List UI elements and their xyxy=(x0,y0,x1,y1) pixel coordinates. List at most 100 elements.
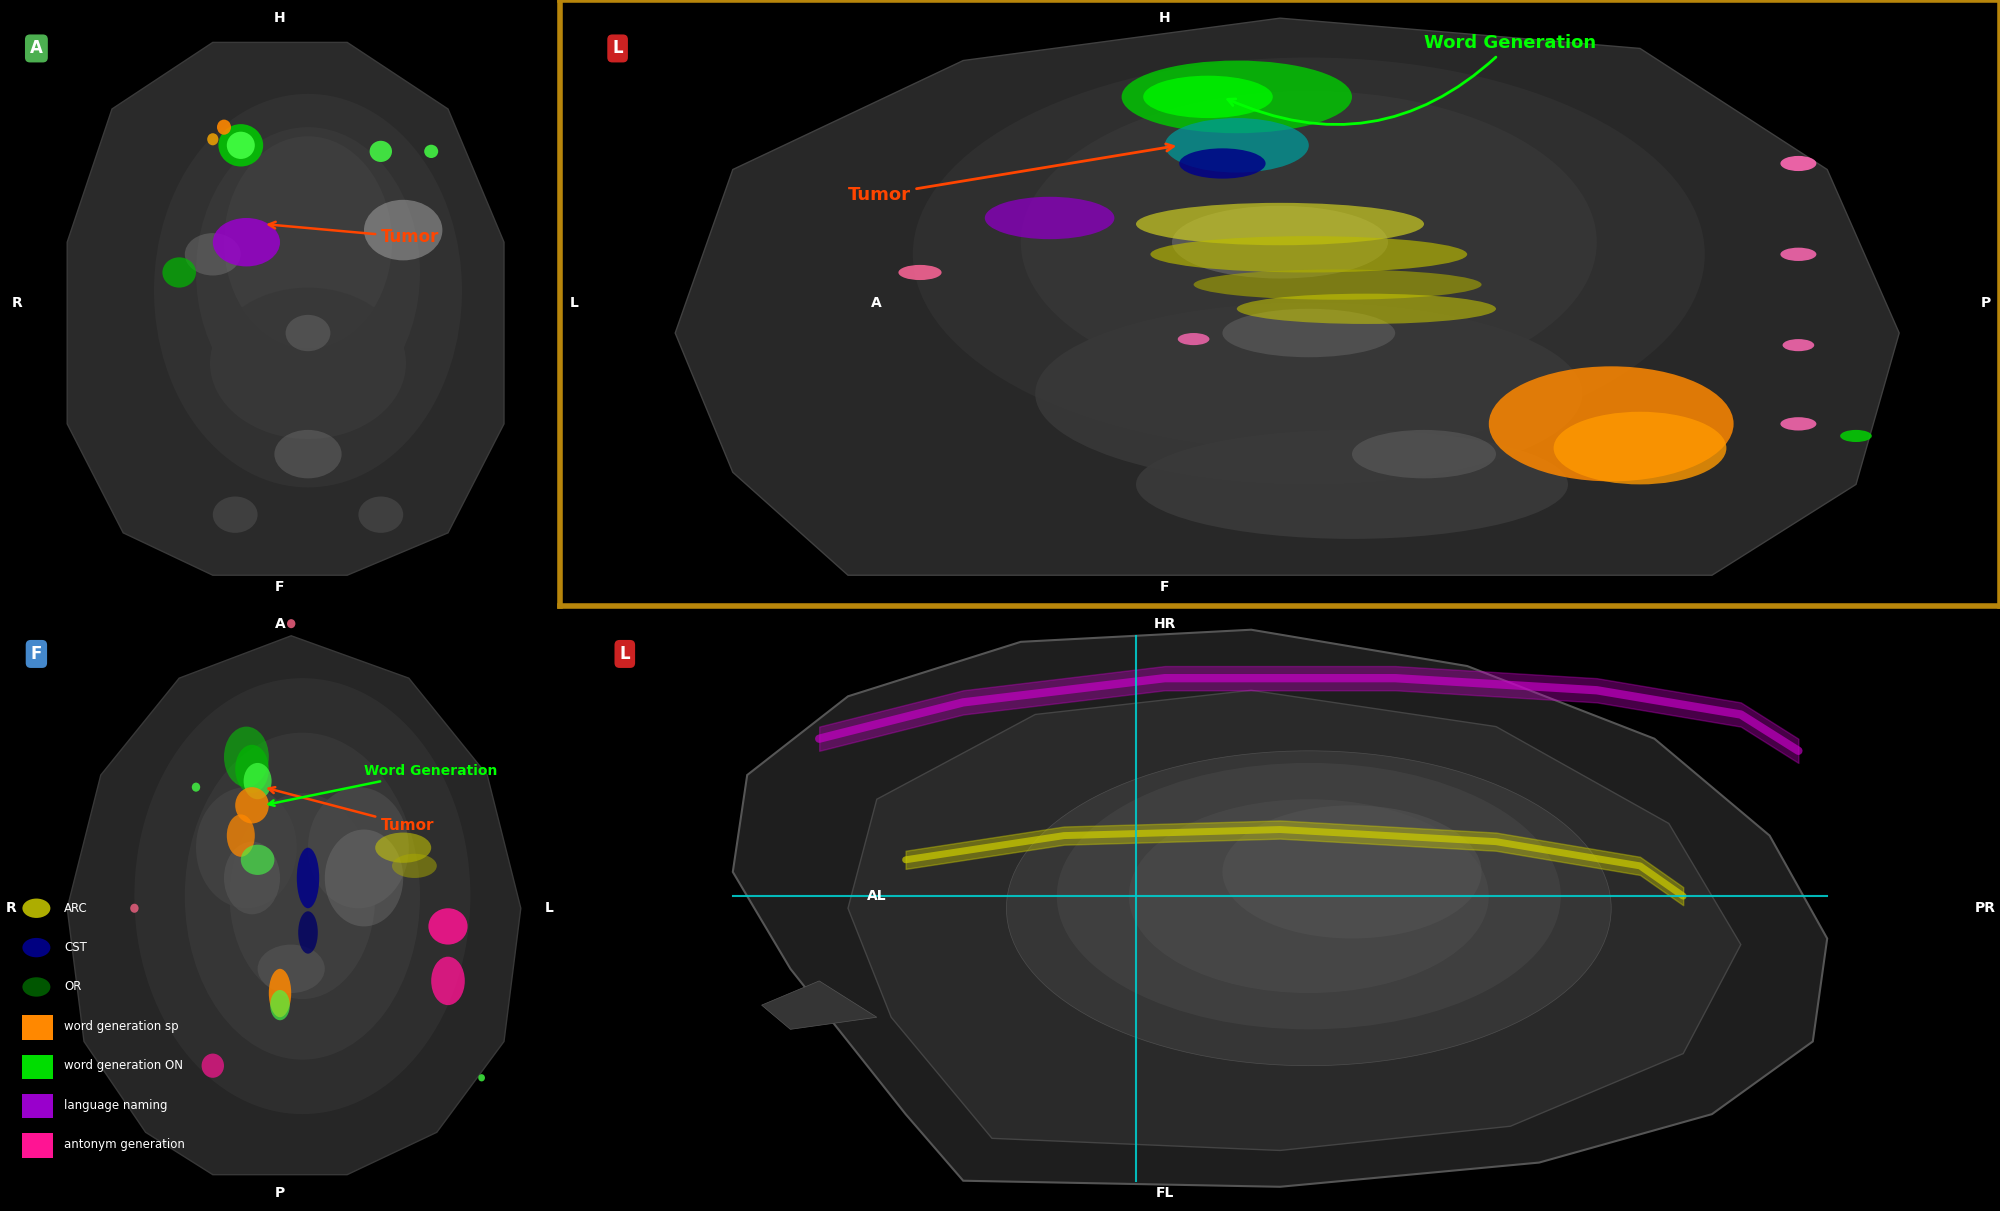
Ellipse shape xyxy=(308,787,408,908)
Text: A: A xyxy=(872,295,882,310)
Ellipse shape xyxy=(270,991,290,1020)
Ellipse shape xyxy=(324,830,404,926)
Ellipse shape xyxy=(392,854,436,878)
Ellipse shape xyxy=(22,977,50,997)
Text: F: F xyxy=(1160,580,1170,595)
Text: OR: OR xyxy=(64,981,82,993)
Text: Tumor: Tumor xyxy=(268,787,434,832)
Ellipse shape xyxy=(240,845,274,874)
Ellipse shape xyxy=(236,745,268,793)
Text: P: P xyxy=(274,1186,286,1200)
Ellipse shape xyxy=(296,848,320,908)
Text: HR: HR xyxy=(1154,616,1176,631)
Ellipse shape xyxy=(224,727,268,787)
Ellipse shape xyxy=(984,196,1114,240)
Text: F: F xyxy=(30,645,42,662)
Text: R: R xyxy=(6,901,16,916)
Ellipse shape xyxy=(22,937,50,957)
Text: ARC: ARC xyxy=(64,902,88,914)
Ellipse shape xyxy=(134,678,470,1114)
Text: L: L xyxy=(570,295,578,310)
Text: H: H xyxy=(274,11,286,25)
Ellipse shape xyxy=(1352,430,1496,478)
Ellipse shape xyxy=(428,908,468,945)
Ellipse shape xyxy=(298,911,318,954)
Text: Word Generation: Word Generation xyxy=(268,764,498,805)
Ellipse shape xyxy=(1020,91,1596,394)
Ellipse shape xyxy=(212,218,280,266)
Ellipse shape xyxy=(376,833,432,862)
Ellipse shape xyxy=(184,733,420,1060)
Ellipse shape xyxy=(1782,339,1814,351)
Text: L: L xyxy=(620,645,630,662)
Ellipse shape xyxy=(1172,206,1388,279)
Ellipse shape xyxy=(208,133,218,145)
Ellipse shape xyxy=(230,793,376,999)
Bar xyxy=(22,1095,54,1119)
Ellipse shape xyxy=(218,124,264,167)
Bar xyxy=(22,1015,54,1039)
Text: PR: PR xyxy=(1976,901,1996,916)
Text: L: L xyxy=(612,40,622,57)
Ellipse shape xyxy=(1780,417,1816,431)
Text: P: P xyxy=(1980,295,1990,310)
Ellipse shape xyxy=(1136,430,1568,539)
Text: antonym generation: antonym generation xyxy=(64,1138,186,1150)
Ellipse shape xyxy=(184,233,240,276)
Ellipse shape xyxy=(1780,248,1816,260)
Ellipse shape xyxy=(1136,203,1424,246)
Ellipse shape xyxy=(1122,61,1352,133)
Ellipse shape xyxy=(22,899,50,918)
Text: language naming: language naming xyxy=(64,1098,168,1112)
Ellipse shape xyxy=(192,782,200,792)
Text: A: A xyxy=(274,616,286,631)
Ellipse shape xyxy=(1036,303,1582,484)
Polygon shape xyxy=(762,981,876,1029)
Ellipse shape xyxy=(1780,156,1816,171)
Ellipse shape xyxy=(424,145,438,159)
Ellipse shape xyxy=(244,763,272,799)
Ellipse shape xyxy=(1056,763,1560,1029)
Ellipse shape xyxy=(258,945,324,993)
Ellipse shape xyxy=(210,288,406,440)
Ellipse shape xyxy=(130,903,138,913)
Polygon shape xyxy=(68,636,520,1175)
Ellipse shape xyxy=(432,957,464,1005)
Ellipse shape xyxy=(1128,799,1488,993)
Polygon shape xyxy=(732,630,1828,1187)
Ellipse shape xyxy=(370,140,392,162)
Ellipse shape xyxy=(1222,805,1482,939)
Ellipse shape xyxy=(154,94,462,488)
Ellipse shape xyxy=(898,265,942,280)
Ellipse shape xyxy=(202,1054,224,1078)
Ellipse shape xyxy=(364,200,442,260)
Text: L: L xyxy=(544,901,554,916)
Text: AL: AL xyxy=(866,889,886,903)
Bar xyxy=(22,1055,54,1079)
Text: Tumor: Tumor xyxy=(848,144,1174,203)
Polygon shape xyxy=(676,18,1900,575)
Ellipse shape xyxy=(162,257,196,288)
Ellipse shape xyxy=(1180,149,1266,179)
Text: Word Generation: Word Generation xyxy=(1228,34,1596,125)
Text: R: R xyxy=(12,295,22,310)
Text: F: F xyxy=(276,580,284,595)
Ellipse shape xyxy=(1150,236,1468,272)
Text: word generation sp: word generation sp xyxy=(64,1020,180,1033)
Ellipse shape xyxy=(1554,412,1726,484)
Ellipse shape xyxy=(1164,119,1308,172)
Ellipse shape xyxy=(1178,333,1210,345)
Ellipse shape xyxy=(358,497,404,533)
Ellipse shape xyxy=(1006,751,1612,1066)
Text: H: H xyxy=(1158,11,1170,25)
Ellipse shape xyxy=(478,1074,484,1081)
Text: FL: FL xyxy=(1156,1186,1174,1200)
Bar xyxy=(22,1133,54,1158)
Ellipse shape xyxy=(1222,309,1396,357)
Ellipse shape xyxy=(274,430,342,478)
Ellipse shape xyxy=(286,315,330,351)
Polygon shape xyxy=(68,42,504,575)
Ellipse shape xyxy=(196,127,420,418)
Polygon shape xyxy=(848,690,1740,1150)
Ellipse shape xyxy=(1488,366,1734,482)
